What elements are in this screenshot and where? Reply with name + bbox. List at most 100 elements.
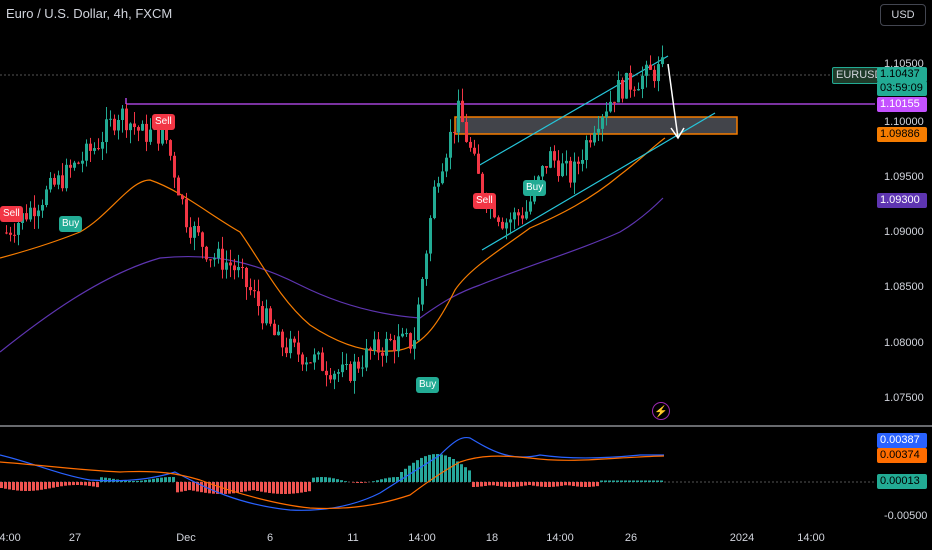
signal-value-badge: 0.00374 xyxy=(877,448,927,463)
candle xyxy=(549,146,552,169)
price-tick: 1.07500 xyxy=(884,392,924,404)
candle xyxy=(605,101,608,126)
candle-body xyxy=(257,291,260,307)
signal-line xyxy=(0,455,665,510)
macd-histogram-bar xyxy=(652,480,655,482)
macd-histogram-bar xyxy=(512,482,515,487)
candle-body xyxy=(269,308,272,324)
candle-body xyxy=(117,120,120,131)
candle xyxy=(545,166,548,174)
candle xyxy=(381,347,384,367)
candle xyxy=(405,328,408,337)
ema-slow-line xyxy=(0,197,664,353)
candle xyxy=(241,258,244,279)
candle-body xyxy=(25,213,28,220)
macd-histogram-bar xyxy=(48,482,51,489)
candle xyxy=(9,226,12,242)
candle xyxy=(313,348,316,370)
candle xyxy=(273,319,276,336)
candle-body xyxy=(633,89,636,91)
candle-body xyxy=(129,123,132,131)
macd-histogram-bar xyxy=(128,480,131,482)
macd-histogram-bar xyxy=(24,482,27,491)
macd-histogram-bar xyxy=(608,480,611,482)
candle-body xyxy=(529,201,532,212)
candle-body xyxy=(329,375,332,380)
candle xyxy=(293,336,296,348)
candle xyxy=(597,115,600,141)
candle-body xyxy=(273,323,276,336)
candle-body xyxy=(445,157,448,172)
macd-histogram-bar xyxy=(556,482,559,487)
macd-histogram-bar xyxy=(228,482,231,494)
macd-histogram-bar xyxy=(4,482,7,489)
candle-body xyxy=(29,207,32,220)
candle xyxy=(69,159,72,178)
candle xyxy=(205,245,208,262)
macd-histogram-bar xyxy=(40,482,43,490)
candle-body xyxy=(197,225,200,233)
candle xyxy=(249,278,252,296)
channel-upper-line xyxy=(477,55,669,167)
sell-signal-edge: Sell xyxy=(0,206,23,222)
macd-histogram-bar xyxy=(588,482,591,487)
macd-histogram-bar xyxy=(88,482,91,486)
macd-histogram-bar xyxy=(192,482,195,491)
candle xyxy=(509,212,512,235)
candle-body xyxy=(193,225,196,238)
candle xyxy=(421,276,424,311)
candle-body xyxy=(377,339,380,353)
candle xyxy=(645,60,648,88)
ema-fast-line xyxy=(0,137,666,352)
macd-histogram-bar xyxy=(8,482,11,490)
price-tick: 1.09500 xyxy=(884,171,924,183)
candle xyxy=(453,131,456,144)
currency-button[interactable]: USD xyxy=(880,4,926,26)
macd-histogram-bar xyxy=(296,482,299,494)
time-tick: 14:00 xyxy=(797,532,825,544)
macd-histogram-bar xyxy=(136,480,139,482)
macd-histogram-bar xyxy=(0,482,3,488)
candle xyxy=(401,327,404,338)
candle-body xyxy=(457,100,460,133)
candle-body xyxy=(165,125,168,141)
macd-histogram-bar xyxy=(216,482,219,494)
candle-body xyxy=(649,64,652,70)
candle-body xyxy=(601,117,604,129)
macd-histogram-bar xyxy=(404,468,407,482)
candle xyxy=(125,103,128,138)
buy-signal: Buy xyxy=(59,216,83,232)
candle-body xyxy=(345,364,348,366)
ema-slow-price-badge: 1.09300 xyxy=(877,193,927,208)
candle xyxy=(93,142,96,155)
candle-body xyxy=(593,132,596,143)
candle xyxy=(81,151,84,173)
candle xyxy=(581,149,584,172)
candle-body xyxy=(109,118,112,120)
candle-body xyxy=(57,175,60,185)
macd-histogram-bar xyxy=(428,454,431,482)
candle xyxy=(593,125,596,146)
candle-body xyxy=(233,265,236,271)
candle xyxy=(437,176,440,193)
lightning-icon[interactable]: ⚡ xyxy=(652,402,670,420)
macd-histogram-bar xyxy=(268,482,271,493)
macd-histogram-bar xyxy=(468,470,471,482)
candle-body xyxy=(549,151,552,168)
candle-body xyxy=(245,267,248,288)
candle-body xyxy=(521,215,524,219)
candle-body xyxy=(517,212,520,216)
candle xyxy=(169,139,172,161)
candle-body xyxy=(369,348,372,351)
macd-histogram-bar xyxy=(460,464,463,482)
candle xyxy=(181,194,184,205)
candle-body xyxy=(373,339,376,351)
candle xyxy=(473,139,476,156)
candle xyxy=(417,297,420,341)
candle-body xyxy=(509,219,512,223)
chart-title: Euro / U.S. Dollar, 4h, FXCM xyxy=(6,6,173,21)
macd-histogram-bar xyxy=(124,480,127,482)
candle-body xyxy=(253,290,256,292)
macd-histogram-bar xyxy=(244,482,247,492)
